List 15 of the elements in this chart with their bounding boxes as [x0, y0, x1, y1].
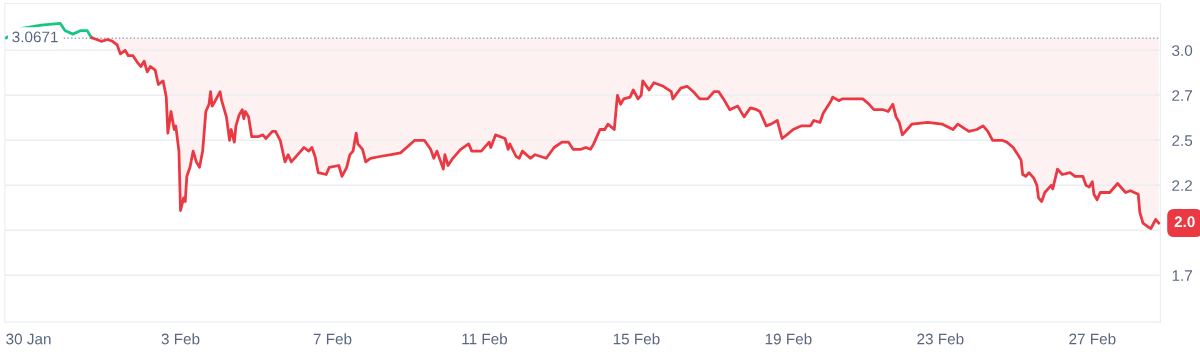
x-tick-label: 7 Feb	[313, 333, 352, 345]
y-tick-label: 2.5	[1172, 135, 1193, 146]
y-tick-label: 2.7	[1172, 90, 1192, 101]
annotation: 2.0	[1174, 216, 1195, 228]
y-tick-label: 2.2	[1172, 180, 1192, 191]
ref-line-label: 3.0671	[12, 31, 58, 43]
x-tick-label: 19 Feb	[765, 333, 812, 345]
y-tick-label: 1.7	[1172, 270, 1192, 281]
x-tick-label: 15 Feb	[613, 333, 660, 345]
y-tick-label: 3.0	[1172, 45, 1193, 56]
x-tick-label: 30 Jan	[6, 333, 51, 345]
x-tick-label: 3 Feb	[161, 333, 200, 345]
x-tick-label: 27 Feb	[1069, 333, 1116, 345]
x-tick-label: 23 Feb	[917, 333, 964, 345]
x-tick-label: 11 Feb	[462, 333, 508, 345]
